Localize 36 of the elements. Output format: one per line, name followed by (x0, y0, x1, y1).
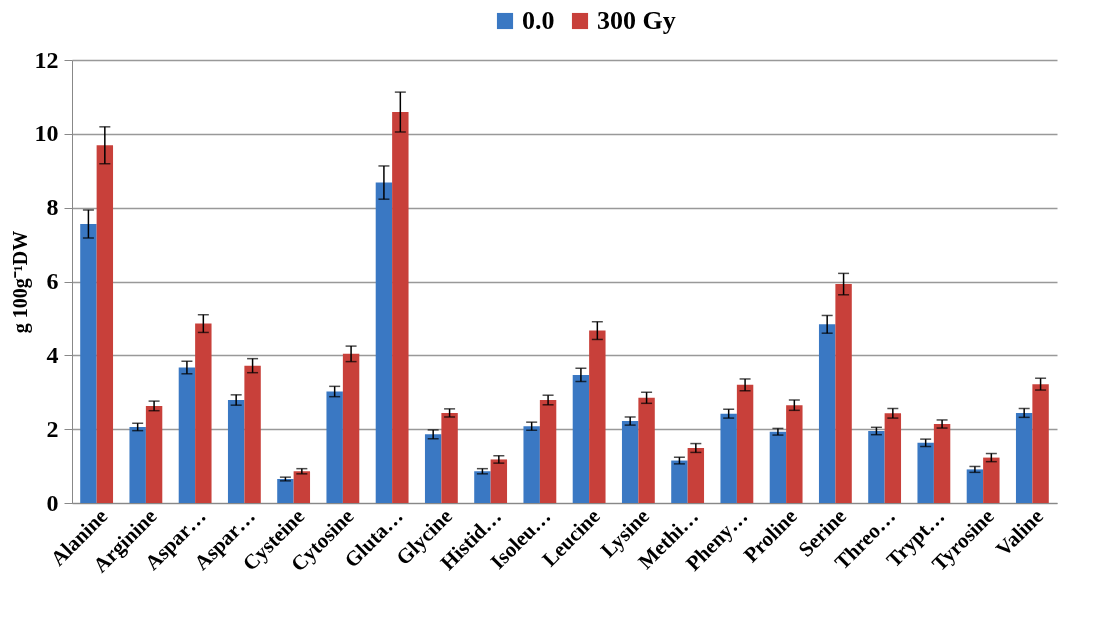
bar (720, 413, 737, 503)
bar (96, 145, 114, 503)
y-tick-label: 6 (46, 268, 59, 294)
y-tick-label: 2 (46, 415, 59, 442)
bar (195, 323, 212, 503)
bar (786, 405, 803, 503)
bar (638, 397, 655, 503)
bar (621, 421, 639, 503)
bar (178, 367, 196, 503)
bar (145, 405, 163, 503)
y-tick-label: 0 (46, 489, 59, 516)
y-tick-label: 12 (34, 46, 59, 73)
bar (375, 182, 393, 503)
bar (523, 426, 540, 503)
bar (933, 424, 951, 503)
bar (818, 324, 836, 503)
bar (589, 330, 606, 503)
bar (244, 365, 261, 503)
bar (80, 223, 97, 503)
bar (572, 374, 590, 503)
bar (835, 284, 852, 503)
bar (392, 112, 409, 503)
bar (326, 391, 343, 503)
bar (342, 353, 360, 503)
bar (736, 384, 754, 503)
bar (424, 434, 442, 503)
y-axis-title: g 100g⁻¹DW (8, 230, 32, 334)
y-tick-label: 4 (46, 341, 59, 368)
bar (1032, 384, 1049, 503)
legend-label: 0.0 (522, 6, 555, 35)
bar (884, 413, 902, 503)
bar (539, 400, 557, 503)
y-tick-label: 10 (34, 120, 59, 147)
bar (227, 400, 245, 503)
y-tick-label: 8 (46, 194, 59, 221)
legend-label: 300 Gy (597, 6, 676, 35)
